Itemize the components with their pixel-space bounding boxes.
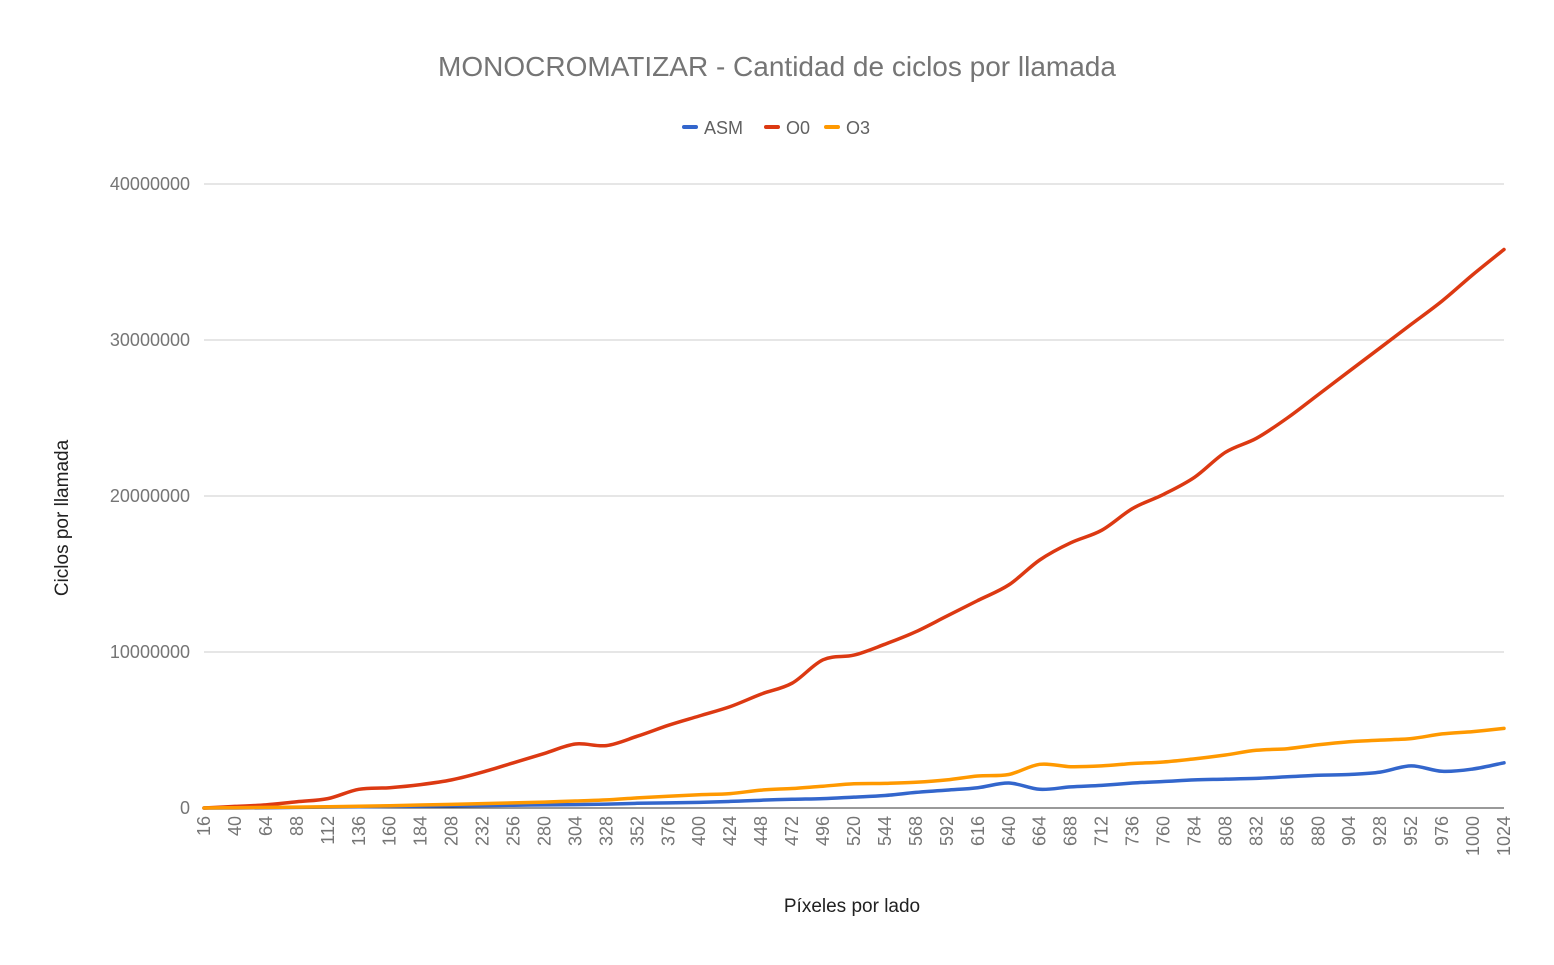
x-tick-label: 256 (504, 816, 524, 846)
x-tick-label: 640 (999, 816, 1019, 846)
gridlines (204, 183, 1504, 653)
y-axis-ticks: 0 10000000 20000000 30000000 40000000 (110, 174, 190, 818)
x-tick-label: 16 (194, 816, 214, 836)
x-tick-label: 304 (565, 816, 585, 846)
legend-label-o0: O0 (786, 118, 810, 138)
legend-label-o3: O3 (846, 118, 870, 138)
x-tick-label: 1000 (1463, 816, 1483, 856)
x-tick-label: 136 (349, 816, 369, 846)
x-tick-label: 448 (751, 816, 771, 846)
x-tick-label: 976 (1432, 816, 1452, 846)
x-tick-label: 472 (782, 816, 802, 846)
x-tick-label: 616 (968, 816, 988, 846)
x-tick-label: 400 (689, 816, 709, 846)
x-tick-label: 712 (1092, 816, 1112, 846)
series-line-o0 (202, 247, 1506, 810)
x-tick-label: 184 (411, 816, 431, 846)
x-tick-label: 40 (225, 816, 245, 836)
x-tick-label: 928 (1370, 816, 1390, 846)
x-axis-ticks: 16 40 64 88 112 136 160 184 208 232 256 280 304 328 35… (194, 816, 1514, 856)
series-line-o3 (202, 726, 1506, 810)
chart-title: MONOCROMATIZAR - Cantidad de ciclos por … (438, 51, 1116, 82)
x-tick-label: 952 (1401, 816, 1421, 846)
x-tick-label: 352 (627, 816, 647, 846)
legend-label-asm: ASM (704, 118, 743, 138)
y-tick-label: 20000000 (110, 486, 190, 506)
x-tick-label: 784 (1184, 816, 1204, 846)
x-tick-label: 664 (1030, 816, 1050, 846)
y-tick-label: 0 (180, 798, 190, 818)
x-tick-label: 544 (875, 816, 895, 846)
x-tick-label: 496 (813, 816, 833, 846)
x-tick-label: 808 (1215, 816, 1235, 846)
x-tick-label: 424 (720, 816, 740, 846)
x-tick-label: 592 (937, 816, 957, 846)
x-axis-title: Píxeles por lado (784, 896, 920, 917)
x-tick-label: 64 (256, 816, 276, 836)
x-tick-label: 760 (1154, 816, 1174, 846)
x-tick-label: 688 (1061, 816, 1081, 846)
x-tick-label: 112 (318, 816, 338, 845)
x-tick-label: 160 (380, 816, 400, 846)
x-tick-label: 736 (1123, 816, 1143, 846)
x-tick-label: 208 (442, 816, 462, 846)
legend: ASM O0 O3 (682, 118, 870, 138)
y-axis-title: Ciclos por llamada (52, 439, 73, 596)
y-tick-label: 40000000 (110, 174, 190, 194)
x-tick-label: 328 (596, 816, 616, 846)
x-tick-label: 856 (1277, 816, 1297, 846)
x-tick-label: 520 (844, 816, 864, 846)
x-tick-label: 1024 (1494, 816, 1514, 856)
x-tick-label: 376 (658, 816, 678, 846)
x-tick-label: 880 (1308, 816, 1328, 846)
x-tick-label: 88 (287, 816, 307, 836)
x-tick-label: 232 (473, 816, 493, 846)
x-tick-label: 904 (1339, 816, 1359, 846)
y-tick-label: 10000000 (110, 642, 190, 662)
x-tick-label: 280 (534, 816, 554, 846)
series-lines (202, 247, 1506, 810)
y-tick-label: 30000000 (110, 330, 190, 350)
x-tick-label: 832 (1246, 816, 1266, 846)
x-tick-label: 568 (906, 816, 926, 846)
